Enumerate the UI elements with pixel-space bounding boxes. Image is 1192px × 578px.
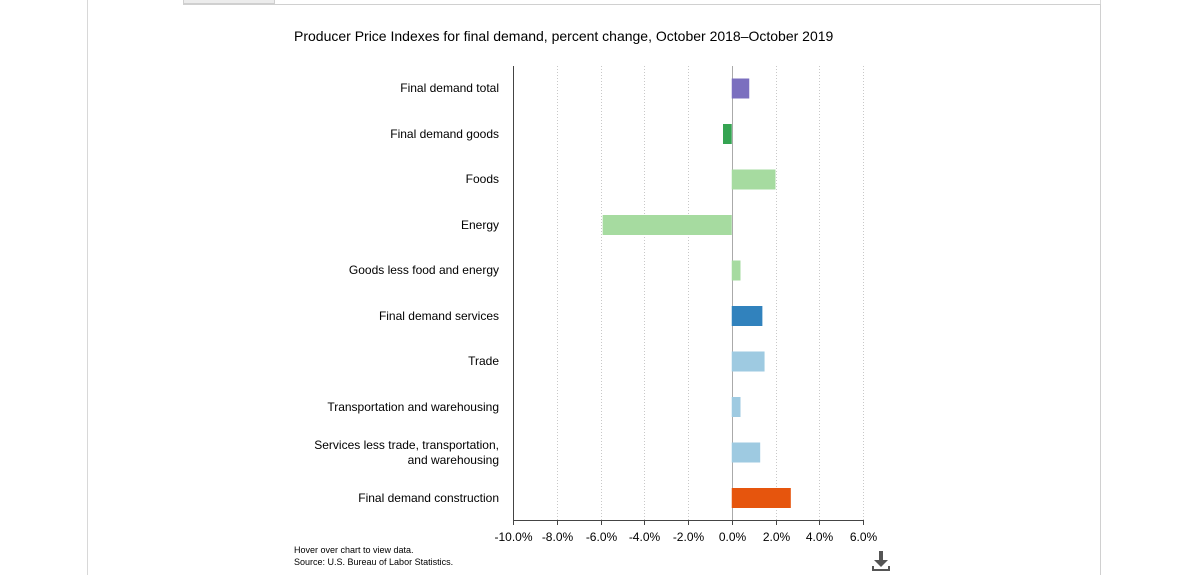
category-label-2: Foods xyxy=(466,172,499,187)
category-label-8-line-0: Services less trade, transportation, xyxy=(314,437,499,452)
category-label-4: Goods less food and energy xyxy=(349,263,499,278)
bar-3[interactable] xyxy=(602,215,732,235)
category-label-9: Final demand construction xyxy=(358,491,499,506)
category-label-6-line-0: Trade xyxy=(468,354,499,368)
x-tick-label-2: -6.0% xyxy=(586,530,618,544)
hover-note: Hover over chart to view data. xyxy=(294,545,414,555)
download-icon[interactable] xyxy=(870,549,892,573)
x-tick-label-8: 6.0% xyxy=(850,530,878,544)
x-tick-label-4: -2.0% xyxy=(673,530,705,544)
x-tick-label-0: -10.0% xyxy=(494,530,532,544)
category-label-3: Energy xyxy=(461,218,499,233)
panel-border-top xyxy=(183,4,1101,5)
category-label-0: Final demand total xyxy=(400,81,499,96)
x-tick-label-5: 0.0% xyxy=(719,530,747,544)
category-label-6: Trade xyxy=(468,354,499,369)
category-label-3-line-0: Energy xyxy=(460,217,499,232)
bar-2[interactable] xyxy=(731,169,776,190)
category-label-8-line-1: and warehousing xyxy=(407,452,499,467)
bar-0[interactable] xyxy=(731,78,750,99)
x-tick-label-3: -4.0% xyxy=(629,530,661,544)
panel-border-right xyxy=(1100,4,1101,575)
category-label-2-line-0: Foods xyxy=(465,172,499,186)
chart-title: Producer Price Indexes for final demand,… xyxy=(294,28,834,44)
bar-6[interactable] xyxy=(731,351,765,372)
x-tick-label-6: 2.0% xyxy=(763,530,791,544)
x-tick-label-7: 4.0% xyxy=(806,530,834,544)
bar-1[interactable] xyxy=(723,124,732,144)
category-label-7-line-0: Transportation and warehousing xyxy=(327,399,499,414)
source-note: Source: U.S. Bureau of Labor Statistics. xyxy=(294,557,454,567)
tab-stub[interactable] xyxy=(183,0,275,4)
category-label-8: Services less trade, transportation, and … xyxy=(314,438,499,468)
x-tick-label-1: -8.0% xyxy=(542,530,574,544)
bar-7[interactable] xyxy=(731,397,741,417)
category-label-1: Final demand goods xyxy=(390,127,499,142)
category-label-9-line-0: Final demand construction xyxy=(358,490,499,505)
category-label-7: Transportation and warehousing xyxy=(327,400,499,415)
category-label-0-line-0: Final demand total xyxy=(400,81,499,95)
category-label-5-line-0: Final demand services xyxy=(378,308,499,323)
category-label-4-line-0: Goods less food and energy xyxy=(348,263,499,277)
bar-5[interactable] xyxy=(731,306,763,326)
category-label-5: Final demand services xyxy=(379,309,499,324)
bar-4[interactable] xyxy=(731,260,741,281)
category-label-1-line-0: Final demand goods xyxy=(390,126,499,141)
bar-9[interactable] xyxy=(731,488,791,508)
bar-8[interactable] xyxy=(731,442,761,463)
